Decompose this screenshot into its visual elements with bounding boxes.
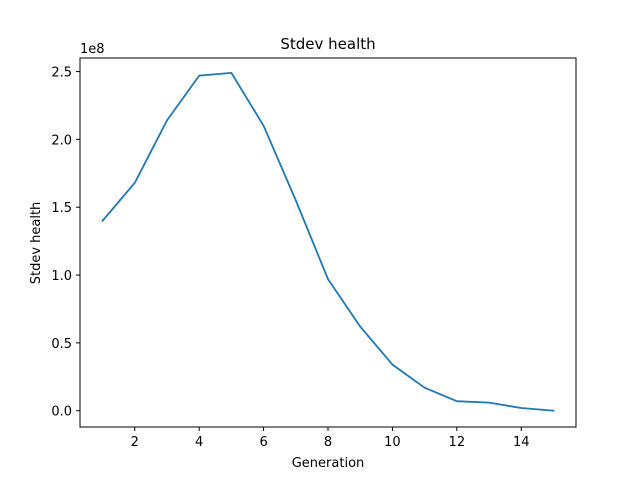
x-tick-label: 14 bbox=[513, 435, 530, 450]
y-tick-label: 0.5 bbox=[51, 337, 72, 352]
x-tick-label: 10 bbox=[384, 435, 401, 450]
y-offset-label: 1e8 bbox=[80, 42, 105, 57]
y-tick-label: 2.0 bbox=[51, 133, 72, 148]
x-tick-label: 6 bbox=[259, 435, 267, 450]
y-axis-title: Stdev health bbox=[29, 202, 44, 285]
x-tick-label: 4 bbox=[195, 435, 203, 450]
y-tick-label: 1.5 bbox=[51, 201, 72, 216]
x-tick-label: 2 bbox=[131, 435, 139, 450]
plot-area-frame bbox=[79, 57, 577, 428]
y-tick-label: 1.0 bbox=[51, 269, 72, 284]
x-axis-title: Generation bbox=[292, 456, 365, 471]
y-tick-label: 0.0 bbox=[51, 405, 72, 420]
y-tick-label: 2.5 bbox=[51, 66, 72, 81]
x-tick-label: 12 bbox=[449, 435, 466, 450]
series-line bbox=[101, 72, 555, 412]
chart-title: Stdev health bbox=[280, 35, 375, 53]
x-tick-label: 8 bbox=[324, 435, 332, 450]
